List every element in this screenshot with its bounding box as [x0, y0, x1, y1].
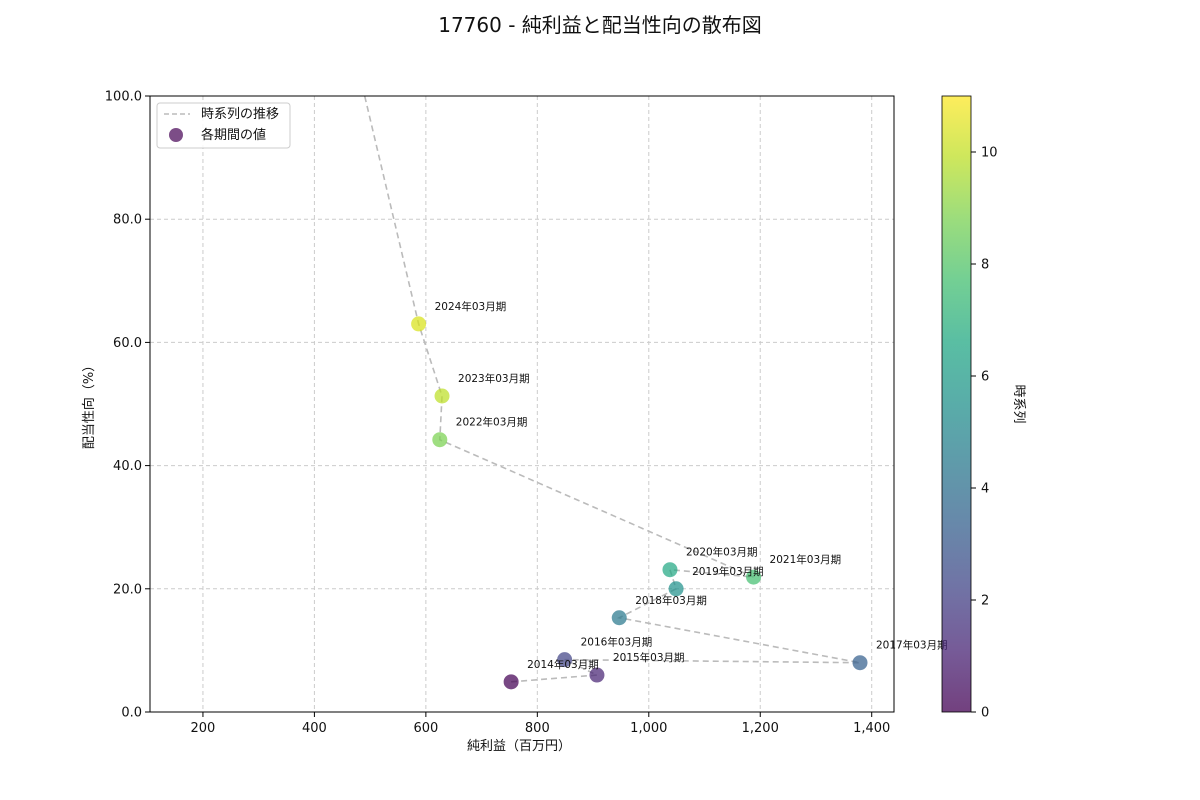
- y-tick-label: 0.0: [121, 706, 142, 721]
- colorbar-tick-label: 4: [981, 482, 989, 497]
- grid: [150, 95, 894, 713]
- y-tick-label: 80.0: [113, 213, 142, 228]
- y-axis: 0.0 20.0 40.0 60.0 80.0 100.0: [105, 90, 150, 721]
- colorbar-label: 時系列: [1011, 384, 1026, 423]
- trend-line: [363, 96, 861, 683]
- x-axis-label: 純利益（百万円）: [467, 739, 571, 754]
- plot-frame: [149, 95, 895, 713]
- y-tick-label: 40.0: [113, 459, 142, 474]
- legend: 時系列の推移 各期間の値: [156, 102, 291, 149]
- data-point-label: 2019年03月期: [692, 565, 764, 578]
- data-point: [434, 388, 450, 404]
- data-point-label: 2020年03月期: [686, 546, 758, 559]
- x-axis: 200 400 600 800 1,000 1,200 1,400: [191, 712, 890, 736]
- legend-point-swatch: [169, 128, 183, 142]
- colorbar-tick-label: 2: [981, 594, 989, 609]
- colorbar: 0 2 4 6 8 10 時系列: [941, 95, 1026, 721]
- x-tick-label: 400: [302, 721, 327, 736]
- data-point-label: 2015年03月期: [613, 651, 685, 664]
- legend-box: [156, 102, 291, 149]
- colorbar-gradient: [941, 95, 972, 713]
- y-tick-label: 60.0: [113, 336, 142, 351]
- data-point: [432, 432, 448, 448]
- data-point: [852, 655, 868, 671]
- data-point: [662, 562, 678, 578]
- colorbar-tick-label: 6: [981, 370, 989, 385]
- x-tick-label: 1,000: [630, 721, 667, 736]
- x-tick-label: 1,400: [853, 721, 890, 736]
- trend-line-layer: [363, 96, 861, 683]
- y-tick-label: 100.0: [105, 90, 142, 105]
- x-tick-label: 800: [525, 721, 550, 736]
- data-point-label: 2014年03月期: [527, 658, 599, 671]
- data-point-label: 2018年03月期: [635, 594, 707, 607]
- data-point-label: 2021年03月期: [770, 553, 842, 566]
- point-layer: [411, 316, 868, 690]
- chart-title: 17760 - 純利益と配当性向の散布図: [438, 13, 762, 37]
- x-tick-label: 1,200: [742, 721, 779, 736]
- colorbar-ticks: 0 2 4 6 8 10: [971, 146, 998, 721]
- data-point: [746, 569, 762, 585]
- colorbar-tick-label: 8: [981, 258, 989, 273]
- data-point-label: 2023年03月期: [458, 372, 530, 385]
- data-point-label: 2024年03月期: [435, 300, 507, 313]
- point-label-layer: 2014年03月期 2015年03月期 2016年03月期 2017年03月期 2018…: [435, 300, 948, 671]
- data-point-label: 2016年03月期: [581, 636, 653, 649]
- x-tick-label: 200: [191, 721, 216, 736]
- data-point: [557, 652, 573, 668]
- data-point: [411, 316, 427, 332]
- y-tick-label: 20.0: [113, 582, 142, 597]
- data-point-label: 2017年03月期: [876, 639, 948, 652]
- legend-entry-trend: 時系列の推移: [201, 107, 279, 122]
- data-point: [503, 674, 519, 690]
- data-point: [589, 667, 605, 683]
- data-point-label: 2022年03月期: [456, 416, 528, 429]
- legend-entry-points: 各期間の値: [201, 127, 266, 143]
- colorbar-tick-label: 10: [981, 146, 998, 161]
- data-point: [611, 610, 627, 626]
- data-point: [668, 581, 684, 597]
- x-tick-label: 600: [413, 721, 438, 736]
- colorbar-tick-label: 0: [981, 706, 989, 721]
- y-axis-label: 配当性向（%）: [81, 359, 97, 449]
